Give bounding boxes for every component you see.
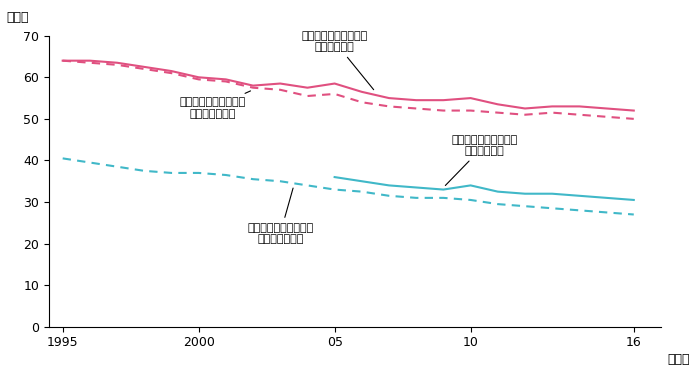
- Text: （年）: （年）: [667, 353, 690, 366]
- Text: 高卒生え抜き社員割合
（フルタイム）: 高卒生え抜き社員割合 （フルタイム）: [247, 188, 314, 244]
- Text: 大卒生え抜き社員割合
（正規雇用）: 大卒生え抜き社員割合 （正規雇用）: [302, 31, 374, 90]
- Text: （％）: （％）: [6, 11, 29, 24]
- Text: 大卒生え抜き社員割合
（フルタイム）: 大卒生え抜き社員割合 （フルタイム）: [179, 91, 251, 119]
- Text: 高卒生え抜き社員割合
（正規雇用）: 高卒生え抜き社員割合 （正規雇用）: [445, 135, 517, 185]
